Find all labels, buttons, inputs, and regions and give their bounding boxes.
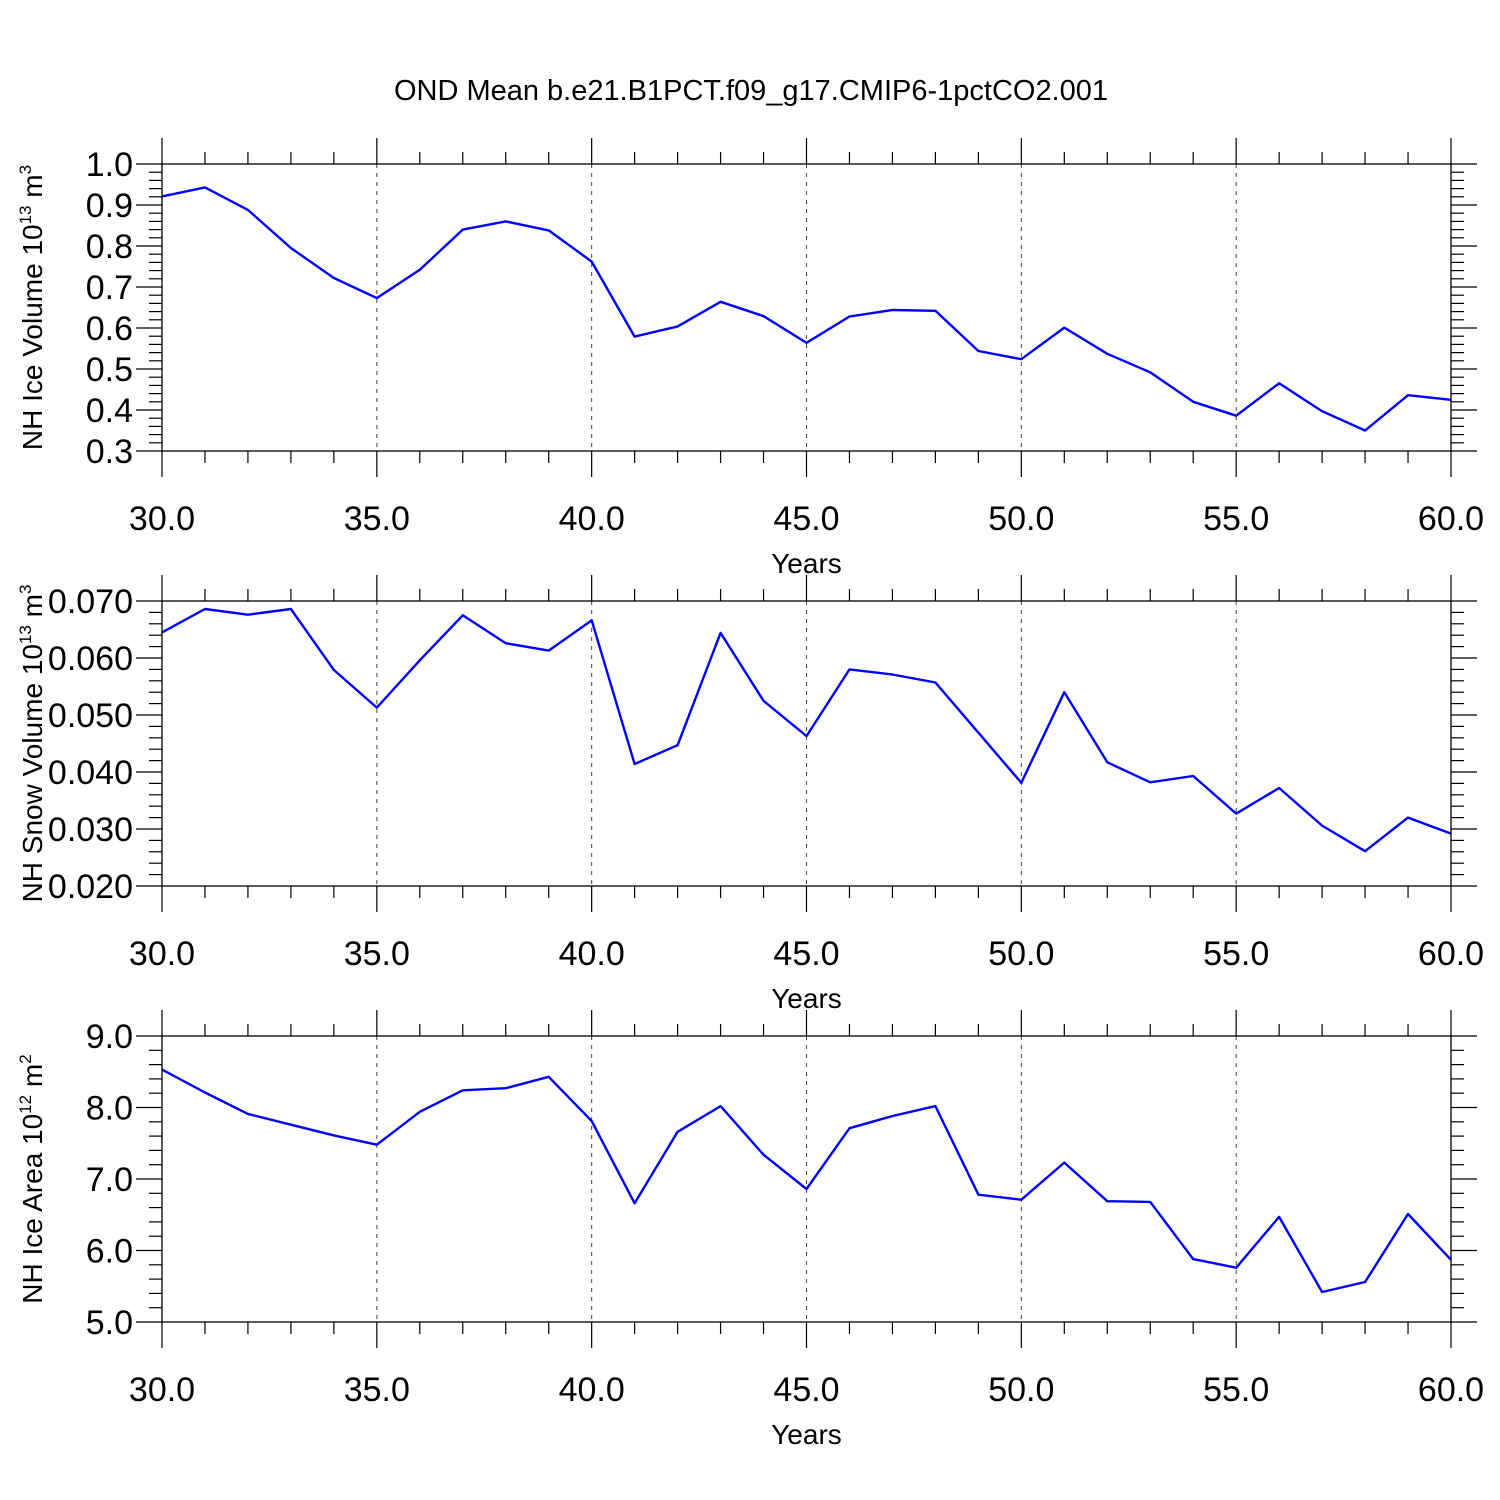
y-axis-title: NH Snow Volume 1013 m3 — [16, 585, 48, 903]
y-axis-title: NH Ice Area 1012 m2 — [16, 1054, 48, 1303]
y-axis-title: NH Ice Volume 1013 m3 — [16, 165, 48, 450]
y-tick-label: 5.0 — [86, 1304, 133, 1342]
x-axis-title: Years — [771, 548, 842, 579]
x-tick-label: 45.0 — [773, 500, 839, 538]
x-tick-label: 35.0 — [344, 1371, 410, 1409]
y-axis-title-unit-exponent: 2 — [16, 1054, 35, 1063]
x-axis-title: Years — [771, 1419, 842, 1450]
y-tick-label: 9.0 — [86, 1018, 133, 1056]
y-axis-title-text: NH Snow Volume 10 — [17, 644, 48, 902]
y-axis-title-unit: m — [17, 1064, 48, 1095]
plot-frame — [161, 1035, 1452, 1323]
x-tick-label: 60.0 — [1418, 500, 1484, 538]
y-tick-label: 0.5 — [86, 351, 133, 389]
y-axis-title-unit-exponent: 3 — [16, 165, 35, 174]
y-tick-label: 0.040 — [48, 754, 133, 792]
y-tick-label: 0.050 — [48, 697, 133, 735]
x-tick-label: 35.0 — [344, 935, 410, 973]
y-tick-label: 0.3 — [86, 433, 133, 471]
panel-ice-area: 30.0 35.0 40.0 45.0 50.0 55.0 60.0 Years 5.0 6.0 7… — [16, 1010, 1484, 1450]
x-tick-label: 30.0 — [129, 935, 195, 973]
x-tick-label: 60.0 — [1418, 935, 1484, 973]
y-tick-label: 0.7 — [86, 269, 133, 307]
x-tick-label: 40.0 — [559, 500, 625, 538]
plot-frame — [161, 600, 1452, 887]
y-axis-title-exponent: 12 — [16, 1095, 35, 1114]
y-tick-label: 6.0 — [86, 1233, 133, 1271]
y-tick-label: 1.0 — [86, 146, 133, 184]
panels: 30.0 35.0 40.0 45.0 50.0 55.0 60.0Years0.30.40… — [16, 138, 1484, 1450]
x-tick-label: 30.0 — [129, 500, 195, 538]
y-axis-title-unit-exponent: 3 — [16, 585, 35, 594]
y-tick-label: 0.060 — [48, 640, 133, 678]
x-tick-label: 60.0 — [1418, 1371, 1484, 1409]
y-tick-label: 0.4 — [86, 392, 133, 430]
y-tick-label: 0.9 — [86, 187, 133, 225]
y-tick-label: 0.030 — [48, 811, 133, 849]
x-axis-title: Years — [771, 983, 842, 1014]
panel-snow-volume: 30.0 35.0 40.0 45.0 50.0 55.0 60.0 Years 0.020 0.… — [16, 575, 1484, 1014]
series-line-ice-area — [161, 1068, 1452, 1294]
x-tick-label: 30.0 — [129, 1371, 195, 1409]
y-tick-label: 0.070 — [48, 583, 133, 621]
y-axis-title-text: NH Ice Area 10 — [17, 1114, 48, 1304]
x-tick-label: 55.0 — [1203, 935, 1269, 973]
x-tick-label: 50.0 — [988, 500, 1054, 538]
x-tick-label: 50.0 — [988, 935, 1054, 973]
y-tick-label: 0.020 — [48, 868, 133, 906]
y-tick-label: 0.8 — [86, 228, 133, 266]
y-axis-title-exponent: 13 — [16, 205, 35, 224]
x-tick-label: 55.0 — [1203, 500, 1269, 538]
x-tick-label: 55.0 — [1203, 1371, 1269, 1409]
x-tick-label: 45.0 — [773, 1371, 839, 1409]
x-tick-label: 45.0 — [773, 935, 839, 973]
y-tick-label: 0.6 — [86, 310, 133, 348]
y-axis-title-text: NH Ice Volume 10 — [17, 224, 48, 450]
y-tick-label: 8.0 — [86, 1090, 133, 1128]
figure-title: OND Mean b.e21.B1PCT.f09_g17.CMIP6-1pctC… — [394, 75, 1108, 107]
x-tick-label: 40.0 — [559, 935, 625, 973]
x-tick-label: 50.0 — [988, 1371, 1054, 1409]
x-tick-label: 40.0 — [559, 1371, 625, 1409]
series-line-snow-volume — [161, 607, 1452, 853]
y-axis-title-unit: m — [17, 594, 48, 625]
plot-frame — [161, 163, 1452, 452]
y-axis-title-exponent: 13 — [16, 625, 35, 644]
series-line-ice-volume — [161, 186, 1452, 432]
y-axis-title-unit: m — [17, 174, 48, 205]
panel-ice-volume: 30.0 35.0 40.0 45.0 50.0 55.0 60.0Years0.30.40… — [16, 138, 1484, 579]
y-tick-label: 7.0 — [86, 1161, 133, 1199]
x-tick-label: 35.0 — [344, 500, 410, 538]
